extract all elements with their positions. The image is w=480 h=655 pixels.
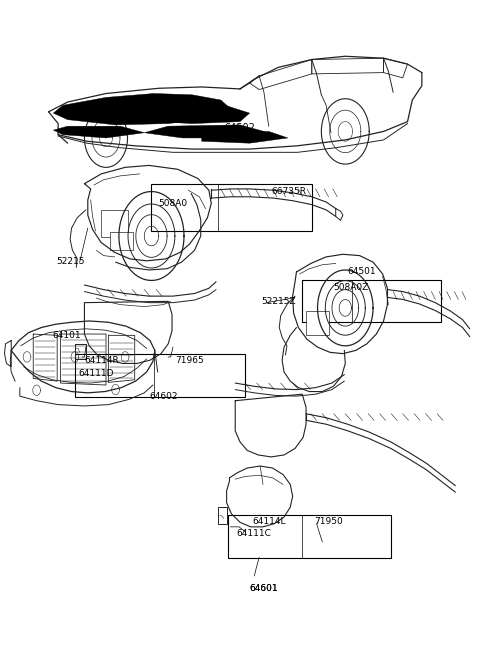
Bar: [302, 280, 441, 322]
Bar: [306, 310, 329, 335]
Polygon shape: [116, 100, 250, 124]
Text: 64601: 64601: [250, 584, 278, 593]
Polygon shape: [53, 126, 144, 138]
Text: 64502: 64502: [225, 123, 255, 133]
Text: 52215: 52215: [56, 257, 84, 266]
Bar: [110, 232, 133, 250]
Text: 64114L: 64114L: [252, 517, 286, 526]
Text: 64114R: 64114R: [84, 356, 119, 365]
Bar: [152, 183, 312, 231]
Text: 64601: 64601: [250, 584, 278, 593]
Bar: [101, 210, 128, 237]
Bar: [75, 354, 245, 397]
Text: 71965: 71965: [175, 356, 204, 365]
Text: 52215Z: 52215Z: [262, 297, 296, 306]
Text: 71950: 71950: [314, 517, 343, 526]
Text: 64101: 64101: [52, 331, 81, 340]
Text: 508A0: 508A0: [158, 199, 188, 208]
Text: 508A0Z: 508A0Z: [333, 283, 369, 292]
Text: 64501: 64501: [348, 267, 376, 276]
Text: 66735R: 66735R: [271, 187, 306, 196]
Text: 64602: 64602: [149, 392, 178, 402]
Text: 64111C: 64111C: [236, 529, 271, 538]
Text: 64111D: 64111D: [79, 369, 114, 378]
Polygon shape: [144, 125, 264, 138]
Polygon shape: [202, 132, 288, 143]
Polygon shape: [53, 94, 230, 125]
Bar: [228, 515, 391, 557]
Bar: [218, 507, 227, 523]
